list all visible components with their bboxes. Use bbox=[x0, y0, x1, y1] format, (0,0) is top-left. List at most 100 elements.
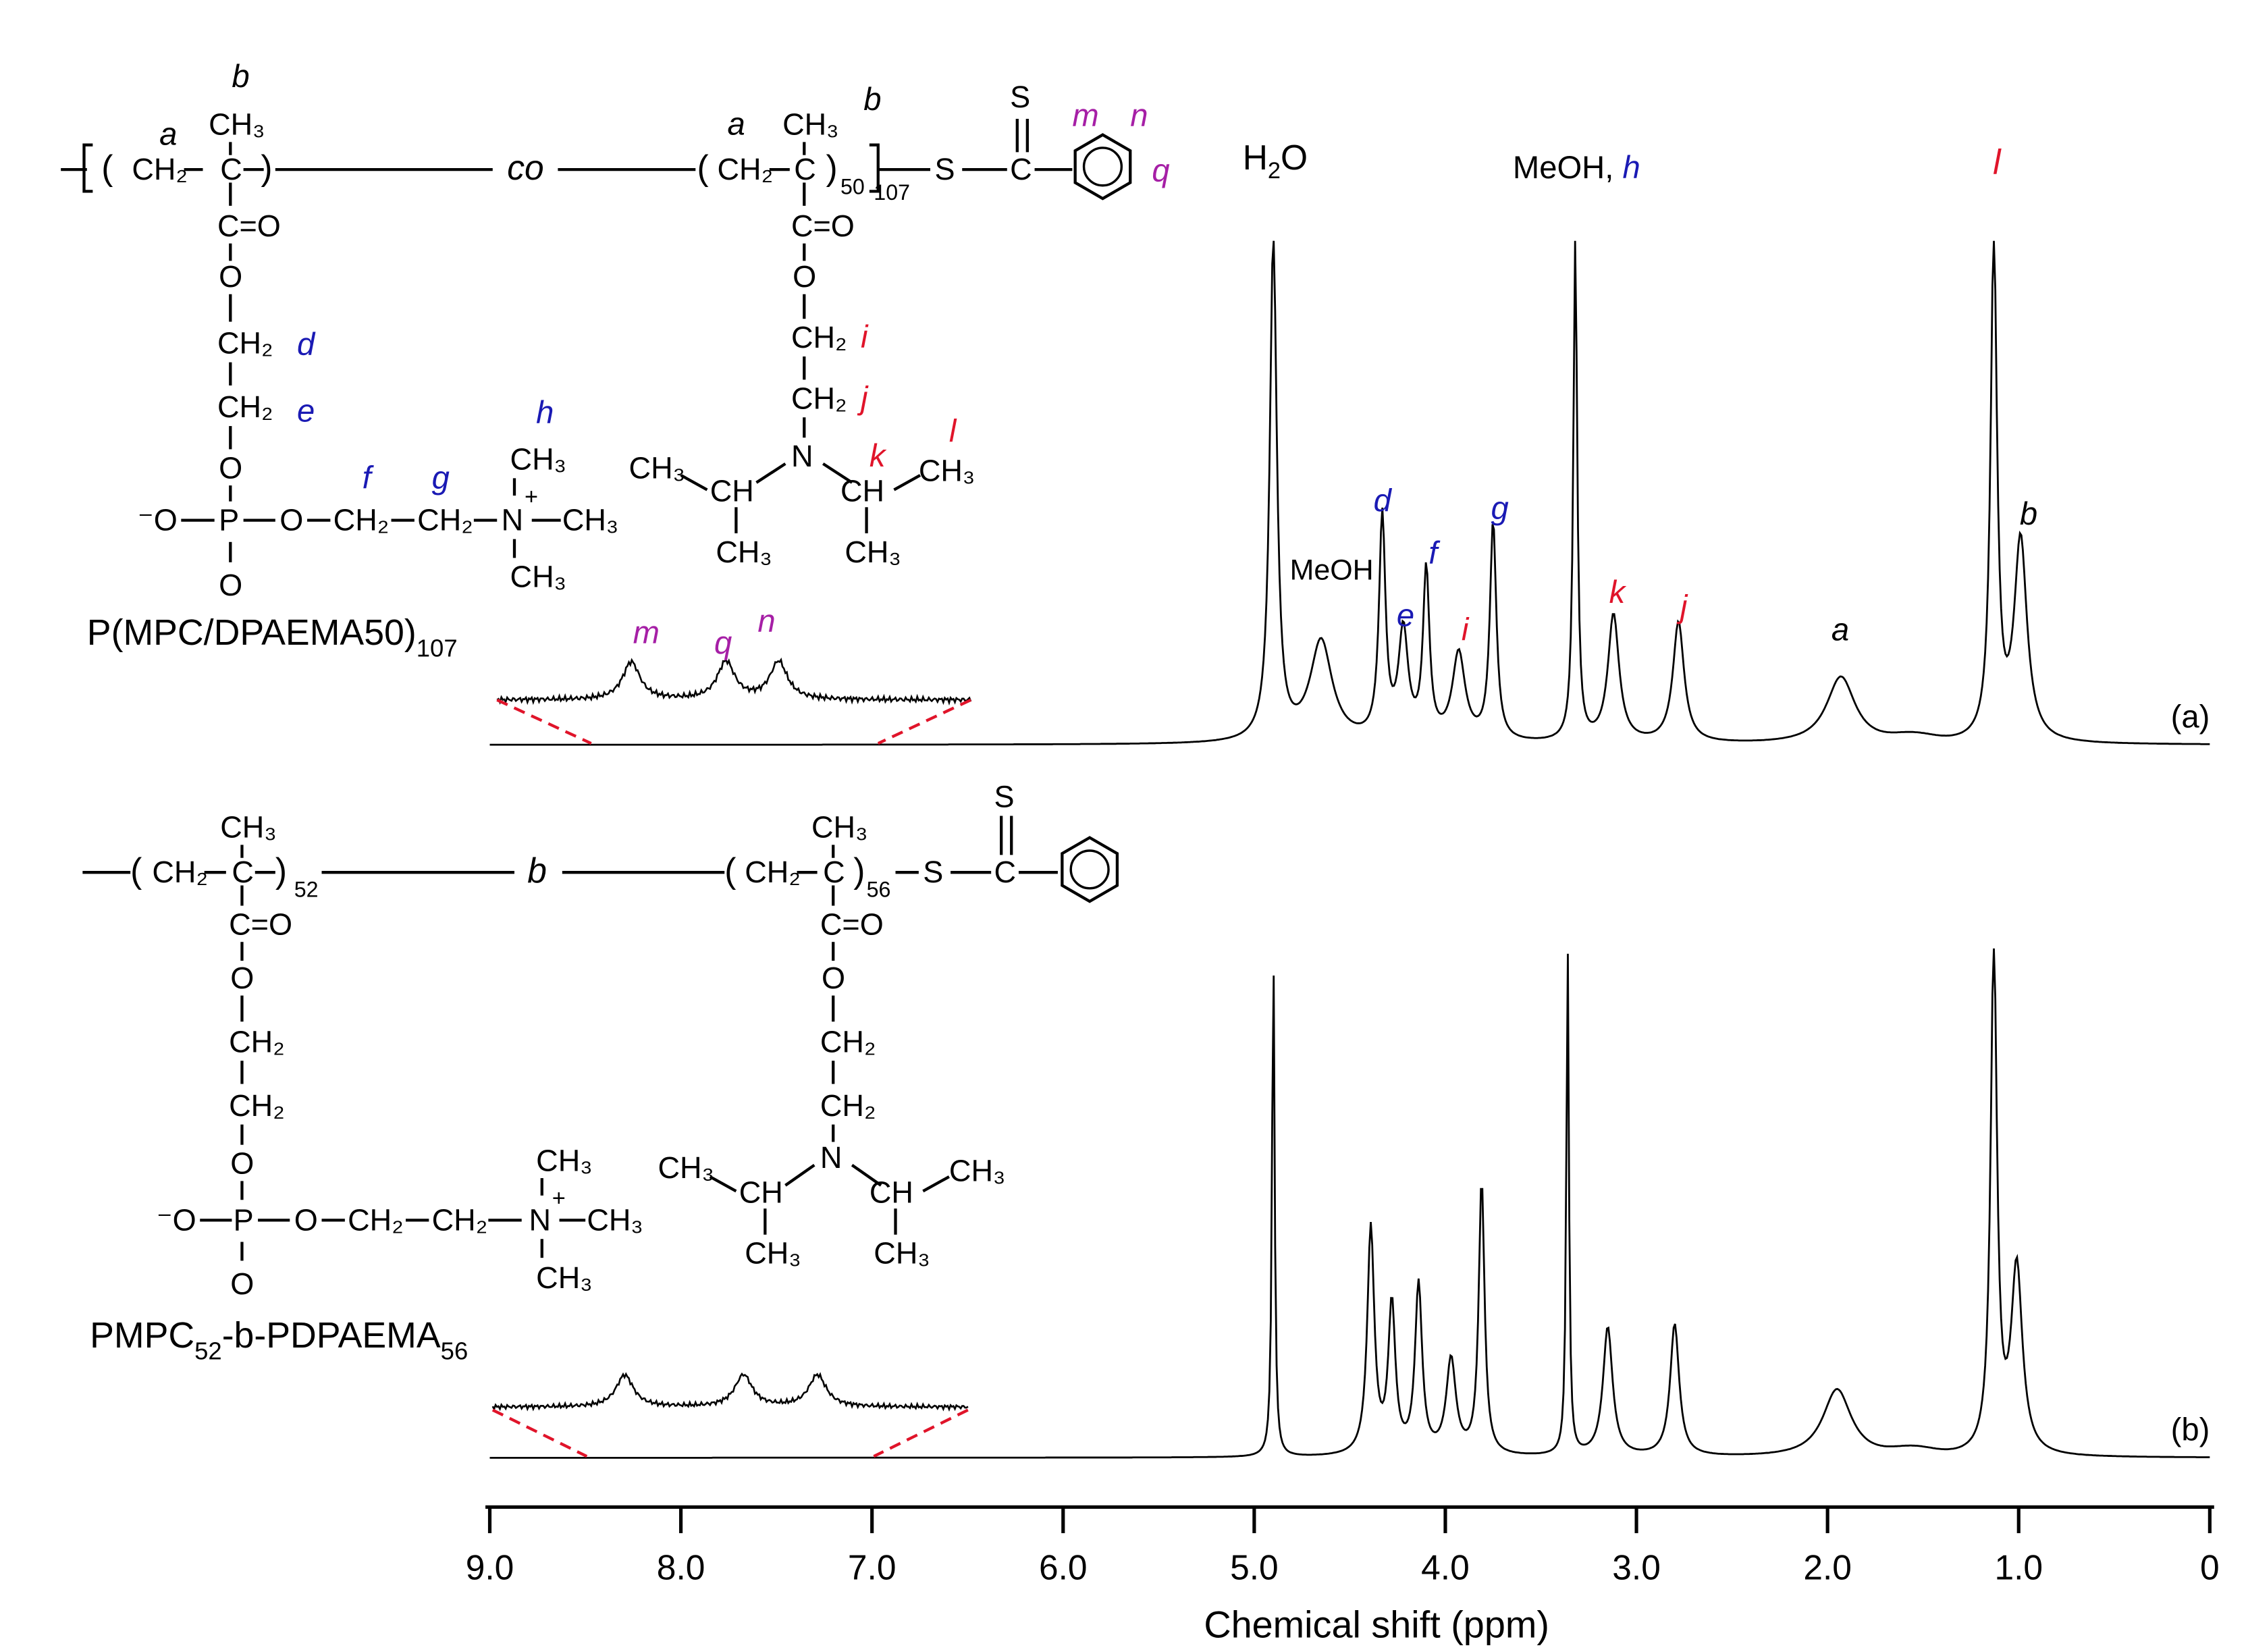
x-axis-title: Chemical shift (ppm) bbox=[1204, 1603, 1549, 1646]
svg-text:CH₃: CH₃ bbox=[536, 1143, 592, 1177]
svg-text:⁻O: ⁻O bbox=[138, 503, 178, 537]
structure-a: ( CH₂ C ) CH₃ a b C=O O CH₂ d CH₂ e O ⁻O… bbox=[61, 59, 1170, 662]
svg-text:50: 50 bbox=[840, 175, 865, 199]
svg-text:q: q bbox=[1152, 153, 1169, 188]
inset-zoom-right-b bbox=[873, 1408, 969, 1458]
svg-text:CH₃: CH₃ bbox=[510, 442, 566, 476]
peak-label-a: a bbox=[1831, 612, 1849, 648]
peak-label-j: j bbox=[1676, 589, 1688, 624]
structure-b: ( CH₂ C ) 52 b CH₃ C=O O CH₂ CH₂ O ⁻O P … bbox=[82, 780, 1117, 1364]
svg-text:CH₂: CH₂ bbox=[229, 1088, 285, 1123]
svg-text:O: O bbox=[230, 961, 254, 995]
panel-label-a: (a) bbox=[2171, 699, 2210, 735]
x-tick-label: 2.0 bbox=[1803, 1548, 1852, 1587]
svg-text:CH₃: CH₃ bbox=[536, 1260, 592, 1295]
svg-text:m: m bbox=[1072, 98, 1098, 134]
svg-text:j: j bbox=[857, 380, 869, 416]
svg-text:h: h bbox=[536, 395, 554, 431]
panel-label-b: (b) bbox=[2171, 1412, 2210, 1448]
svg-text:d: d bbox=[297, 327, 316, 363]
x-tick-label: 0 bbox=[2200, 1548, 2220, 1587]
svg-text:): ) bbox=[275, 851, 287, 890]
svg-text:CH₂: CH₂ bbox=[132, 152, 188, 186]
svg-text:CH: CH bbox=[710, 474, 754, 508]
polymer-name-a: P(MPC/DPAEMA50)107 bbox=[87, 612, 458, 662]
svg-text:N: N bbox=[529, 1202, 551, 1237]
svg-text:co: co bbox=[507, 148, 543, 187]
svg-text:CH₂: CH₂ bbox=[745, 855, 801, 889]
svg-text:CH₂: CH₂ bbox=[229, 1024, 285, 1059]
x-tick-label: 7.0 bbox=[848, 1548, 897, 1587]
svg-text:g: g bbox=[432, 460, 450, 496]
svg-text:O: O bbox=[279, 503, 303, 537]
peak-label-g: g bbox=[1491, 490, 1508, 526]
peak-label-b: b bbox=[2020, 496, 2037, 532]
svg-text:): ) bbox=[853, 851, 865, 890]
svg-text:N: N bbox=[791, 439, 813, 473]
svg-text:N: N bbox=[502, 503, 524, 537]
peak-label-i: i bbox=[1462, 612, 1470, 648]
x-tick-label: 9.0 bbox=[466, 1548, 514, 1587]
spectrum-trace-b bbox=[489, 948, 2210, 1459]
peak-label-meoh: MeOH bbox=[1290, 554, 1374, 587]
svg-text:CH₃: CH₃ bbox=[919, 454, 975, 488]
svg-text:CH: CH bbox=[739, 1175, 783, 1210]
svg-text:C: C bbox=[823, 855, 845, 889]
svg-text:CH₃: CH₃ bbox=[220, 810, 276, 845]
inset-label-n: n bbox=[757, 604, 775, 639]
svg-text:CH₃: CH₃ bbox=[811, 810, 867, 845]
svg-text:CH₂: CH₂ bbox=[333, 503, 390, 537]
svg-text:CH₃: CH₃ bbox=[949, 1153, 1005, 1188]
svg-text:O: O bbox=[793, 259, 816, 294]
svg-text:C: C bbox=[232, 855, 254, 889]
svg-text:(: ( bbox=[724, 851, 736, 890]
x-tick-label: 5.0 bbox=[1230, 1548, 1279, 1587]
inset-zoom-left-b bbox=[491, 1408, 588, 1458]
peak-label-l: l bbox=[1993, 142, 2002, 182]
svg-text:f: f bbox=[363, 460, 375, 496]
spectrum-panel-b: (b) bbox=[489, 948, 2210, 1459]
svg-text:CH₂: CH₂ bbox=[217, 390, 273, 424]
svg-text:CH₃: CH₃ bbox=[209, 107, 265, 142]
svg-text:CH₃: CH₃ bbox=[562, 503, 618, 537]
svg-text:+: + bbox=[525, 484, 538, 510]
svg-text:CH₃: CH₃ bbox=[782, 107, 838, 142]
svg-text:CH₃: CH₃ bbox=[629, 450, 685, 485]
svg-text:C=O: C=O bbox=[217, 209, 281, 243]
svg-text:CH₂: CH₂ bbox=[820, 1024, 876, 1059]
peak-label-h2o: H2O bbox=[1243, 138, 1308, 184]
x-tick-label: 3.0 bbox=[1612, 1548, 1661, 1587]
inset-zoom-right-a bbox=[877, 698, 972, 745]
svg-text:N: N bbox=[820, 1140, 843, 1175]
svg-text:e: e bbox=[297, 394, 315, 429]
svg-text:(: ( bbox=[101, 148, 113, 187]
svg-text:): ) bbox=[826, 148, 837, 187]
svg-text:CH₃: CH₃ bbox=[658, 1150, 714, 1185]
inset-b bbox=[491, 1372, 969, 1458]
svg-text:CH₂: CH₂ bbox=[152, 855, 208, 889]
svg-text:CH₂: CH₂ bbox=[417, 503, 473, 537]
svg-text:O: O bbox=[219, 259, 242, 294]
svg-text:C: C bbox=[220, 152, 242, 186]
spectrum-trace-a bbox=[489, 240, 2210, 746]
svg-text:CH₂: CH₂ bbox=[217, 326, 273, 361]
svg-text:S: S bbox=[1010, 80, 1030, 114]
svg-text:C: C bbox=[1010, 152, 1032, 186]
svg-text:CH₂: CH₂ bbox=[820, 1088, 876, 1123]
svg-text:CH₃: CH₃ bbox=[716, 535, 772, 569]
x-axis: 9.0 8.0 7.0 6.0 5.0 4.0 3.0 2.0 1.0 0 Chemical sh… bbox=[466, 1505, 2220, 1646]
inset-zoom-left-a bbox=[496, 698, 592, 745]
svg-text:C=O: C=O bbox=[791, 209, 855, 243]
svg-text:CH₂: CH₂ bbox=[791, 320, 847, 354]
inset-a bbox=[496, 658, 972, 745]
peak-labels-a: H2O MeOH MeOH, h d e f i g k j a l b m q… bbox=[633, 138, 2038, 661]
peak-label-k: k bbox=[1609, 575, 1627, 610]
svg-text:(: ( bbox=[130, 851, 142, 890]
svg-text:CH₂: CH₂ bbox=[717, 152, 773, 186]
svg-text:(: ( bbox=[697, 148, 708, 187]
svg-text:CH₂: CH₂ bbox=[348, 1202, 404, 1237]
svg-text:O: O bbox=[822, 961, 845, 995]
inset-trace-b bbox=[491, 1372, 969, 1412]
svg-text:CH₃: CH₃ bbox=[510, 559, 566, 593]
